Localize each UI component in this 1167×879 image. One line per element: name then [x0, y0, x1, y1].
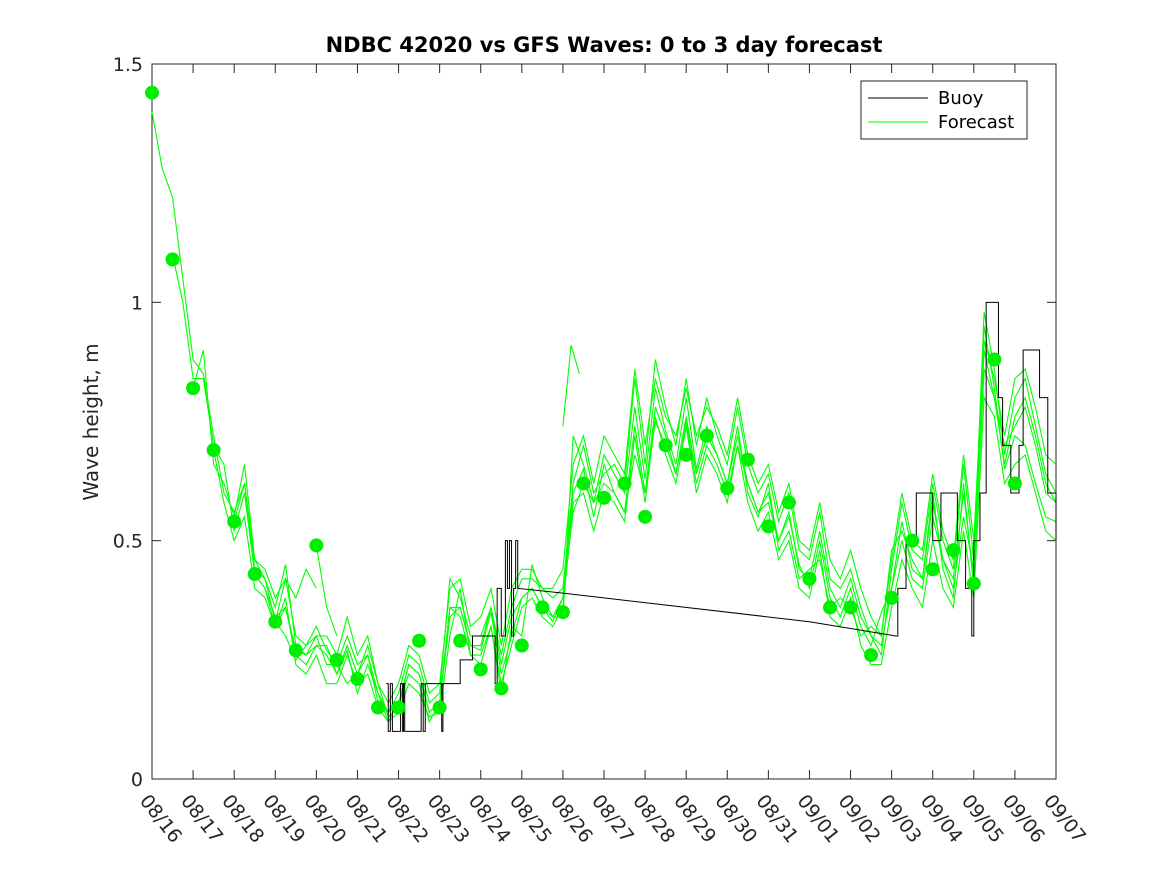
forecast-marker [473, 662, 488, 677]
y-tick-label: 0.5 [113, 531, 143, 553]
forecast-marker [145, 85, 159, 100]
forecast-marker [350, 671, 365, 686]
forecast-marker [658, 438, 673, 453]
forecast-marker [247, 567, 262, 582]
forecast-marker [432, 700, 447, 715]
forecast-marker [864, 648, 879, 663]
forecast-line [274, 567, 317, 622]
forecast-line [233, 340, 1057, 704]
forecast-marker [494, 681, 509, 696]
forecast-marker [371, 700, 385, 715]
forecast-marker [329, 652, 344, 667]
forecast-marker [720, 481, 735, 496]
legend-label-forecast: Forecast [938, 112, 1014, 133]
y-tick-label: 1.5 [113, 54, 143, 76]
legend: Buoy Forecast [860, 80, 1028, 140]
forecast-marker [925, 562, 940, 577]
forecast-marker [453, 633, 468, 648]
axes-frame [151, 63, 1057, 780]
forecast-line [562, 345, 580, 427]
forecast-marker [843, 600, 858, 615]
forecast-marker [391, 700, 406, 715]
legend-label-buoy: Buoy [938, 88, 984, 109]
forecast-marker [309, 538, 324, 553]
forecast-marker [802, 571, 817, 586]
forecast-marker [966, 576, 981, 591]
chart-title: NDBC 42020 vs GFS Waves: 0 to 3 day fore… [326, 33, 883, 57]
forecast-marker [535, 600, 550, 615]
forecast-marker [288, 643, 303, 658]
forecast-marker [679, 447, 694, 462]
y-tick-label: 1 [131, 292, 143, 314]
legend-box [860, 80, 1028, 140]
forecast-marker [597, 490, 611, 505]
forecast-marker [1007, 476, 1022, 491]
forecast-line [172, 254, 1057, 723]
forecast-marker [165, 252, 180, 267]
plot-area: 08/1608/1708/1808/1908/2008/2108/2208/23… [113, 54, 1090, 847]
forecast-marker [555, 605, 570, 620]
forecast-marker [761, 519, 776, 534]
buoy-line [386, 301, 1057, 732]
forecast-marker [412, 633, 427, 648]
forecast-marker [781, 495, 796, 510]
forecast-marker [206, 443, 221, 458]
forecast-marker [227, 514, 242, 529]
y-tick-label: 0 [131, 769, 143, 791]
forecast-marker [699, 428, 714, 443]
forecast-marker [576, 476, 591, 491]
forecast-marker [884, 590, 899, 605]
forecast-marker [617, 476, 632, 491]
forecast-marker [905, 533, 920, 548]
forecast-line [315, 545, 338, 637]
forecast-marker [268, 614, 283, 629]
forecast-marker [823, 600, 837, 615]
forecast-marker [987, 352, 1002, 367]
forecast-marker [186, 381, 201, 396]
y-axis-label: Wave height, m [79, 343, 103, 500]
forecast-marker [946, 543, 961, 558]
forecast-marker [638, 509, 653, 524]
forecast-marker [514, 638, 529, 653]
forecast-marker [740, 452, 755, 467]
